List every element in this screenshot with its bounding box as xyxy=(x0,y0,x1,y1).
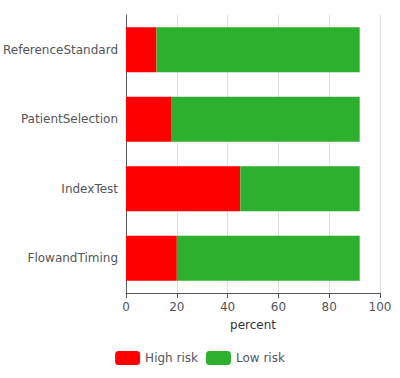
svg-text:60: 60 xyxy=(271,300,286,314)
svg-text:FlowandTiming: FlowandTiming xyxy=(28,251,119,265)
svg-text:100: 100 xyxy=(369,300,392,314)
svg-text:40: 40 xyxy=(220,300,235,314)
svg-text:Low risk: Low risk xyxy=(236,351,285,365)
svg-text:20: 20 xyxy=(169,300,184,314)
svg-text:High risk: High risk xyxy=(145,351,198,365)
svg-text:percent: percent xyxy=(230,318,276,332)
svg-text:IndexTest: IndexTest xyxy=(61,182,118,196)
svg-text:80: 80 xyxy=(322,300,337,314)
svg-text:0: 0 xyxy=(122,300,130,314)
svg-text:PatientSelection: PatientSelection xyxy=(21,112,118,126)
svg-text:ReferenceStandard: ReferenceStandard xyxy=(3,43,118,57)
